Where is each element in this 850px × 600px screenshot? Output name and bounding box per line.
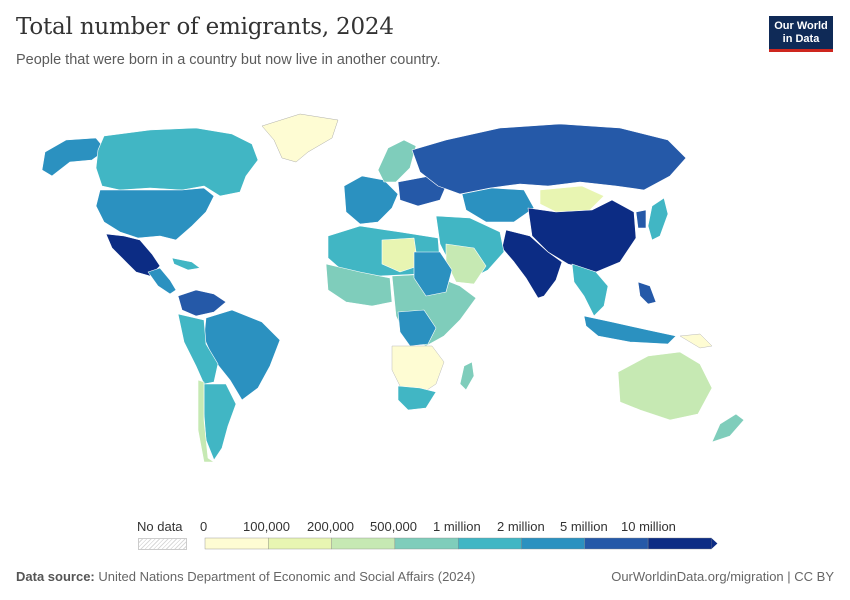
region-central-america[interactable] <box>147 267 177 295</box>
region-madagascar[interactable] <box>459 361 475 391</box>
logo-line-2: in Data <box>782 32 820 45</box>
region-south-africa[interactable] <box>397 385 437 411</box>
legend-label-2: 200,000 <box>307 519 354 534</box>
region-caribbean[interactable] <box>171 257 201 271</box>
region-sudan-ethiopia[interactable] <box>413 251 453 297</box>
region-south-asia[interactable] <box>501 229 563 299</box>
region-canada[interactable] <box>95 127 259 197</box>
region-venezuela-colombia[interactable] <box>177 289 227 317</box>
region-usa[interactable] <box>95 187 215 241</box>
legend-label-3: 500,000 <box>370 519 417 534</box>
region-mexico[interactable] <box>105 233 161 277</box>
legend-swatch-1[interactable] <box>268 537 332 550</box>
region-western-europe[interactable] <box>343 175 399 225</box>
data-source: Data source: United Nations Department o… <box>16 569 475 584</box>
region-chile[interactable] <box>197 379 215 463</box>
legend-swatch-2[interactable] <box>331 537 396 550</box>
region-central-asia[interactable] <box>461 187 535 223</box>
region-scandinavia[interactable] <box>377 139 417 183</box>
region-libya[interactable] <box>381 237 419 273</box>
legend-label-0: 0 <box>200 519 208 534</box>
legend-label-6: 5 million <box>560 519 608 534</box>
chart-subtitle: People that were born in a country but n… <box>16 52 441 68</box>
legend-swatch-3[interactable] <box>394 537 459 550</box>
region-papua-new-guinea[interactable] <box>679 333 713 349</box>
region-dr-congo[interactable] <box>397 309 437 347</box>
data-source-prefix: Data source: <box>16 569 95 584</box>
region-new-zealand[interactable] <box>711 413 745 443</box>
region-andes[interactable] <box>177 313 219 385</box>
region-alaska[interactable] <box>41 137 107 177</box>
legend-swatch-7[interactable] <box>647 537 712 550</box>
region-southeast-asia[interactable] <box>571 263 609 317</box>
region-mongolia[interactable] <box>539 185 605 213</box>
legend-label-1: 100,000 <box>243 519 290 534</box>
legend-arrow <box>711 538 718 549</box>
logo-line-1: Our World <box>774 20 828 32</box>
legend-label-5: 2 million <box>497 519 545 534</box>
region-indonesia[interactable] <box>583 315 677 345</box>
legend-swatch-0[interactable] <box>204 537 269 550</box>
legend-no-data-swatch <box>138 538 187 550</box>
region-japan[interactable] <box>647 197 669 241</box>
world-map[interactable] <box>0 90 850 510</box>
legend-no-data-label: No data <box>137 519 183 534</box>
legend-swatch-5[interactable] <box>521 537 585 550</box>
region-philippines[interactable] <box>637 281 657 305</box>
region-argentina[interactable] <box>203 383 237 461</box>
legend-label-7: 10 million <box>621 519 676 534</box>
region-greenland[interactable] <box>261 113 339 163</box>
legend-swatch-6[interactable] <box>584 537 649 550</box>
chart-title: Total number of emigrants, 2024 <box>16 14 394 40</box>
legend-label-4: 1 million <box>433 519 481 534</box>
region-australia[interactable] <box>617 351 713 421</box>
legend-swatch-4[interactable] <box>458 537 522 550</box>
region-west-africa[interactable] <box>325 263 393 307</box>
region-russia[interactable] <box>411 123 687 195</box>
owid-logo[interactable]: Our World in Data <box>769 16 833 52</box>
data-source-text[interactable]: United Nations Department of Economic an… <box>98 569 476 584</box>
region-korea[interactable] <box>635 209 647 229</box>
footer-link[interactable]: OurWorldinData.org/migration | CC BY <box>611 569 834 584</box>
